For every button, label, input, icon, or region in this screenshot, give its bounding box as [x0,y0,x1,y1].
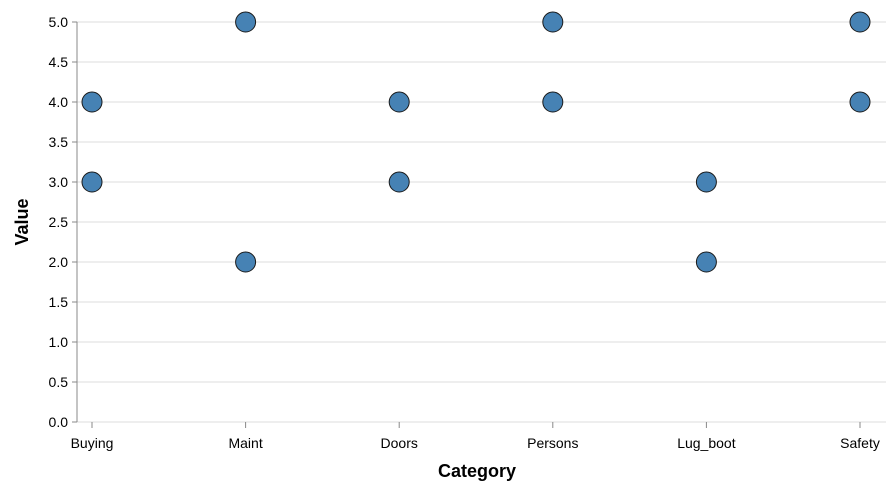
x-tick-label: Lug_boot [677,435,736,451]
y-tick-label: 2.5 [49,214,69,230]
x-tick-label: Persons [527,435,578,451]
grid-layer [77,21,886,423]
x-tick-label: Doors [381,435,418,451]
data-point [81,171,103,193]
y-tick-label: 1.0 [49,334,69,350]
data-point [849,11,871,33]
y-tick-label: 3.0 [49,174,69,190]
y-tick-label: 1.5 [49,294,69,310]
x-tick-label: Safety [840,435,880,451]
y-tick-label: 4.0 [49,94,69,110]
y-tick-label: 0.5 [49,374,69,390]
y-tick-label: 5.0 [49,14,69,30]
y-tick-label: 4.5 [49,54,69,70]
x-tick-label: Buying [71,435,114,451]
axis-layer: 0.0 0.5 1.0 1.5 2.0 2.5 3.0 3.5 4.0 4.5 5.0 Buying M… [49,14,880,451]
data-point [542,91,564,113]
points-layer [81,11,871,273]
y-tick-label: 2.0 [49,254,69,270]
y-tick-label: 0.0 [49,414,69,430]
y-tick-label: 3.5 [49,134,69,150]
data-point [542,11,564,33]
data-point [695,251,717,273]
data-point [695,171,717,193]
data-point [388,171,410,193]
y-axis-title: Value [12,198,32,245]
data-point [235,251,257,273]
x-axis-title: Category [438,461,516,481]
data-point [235,11,257,33]
data-point [81,91,103,113]
data-point [388,91,410,113]
data-point [849,91,871,113]
x-tick-label: Maint [228,435,262,451]
